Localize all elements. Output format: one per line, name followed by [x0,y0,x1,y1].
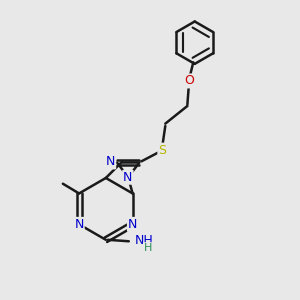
Text: N: N [123,171,133,184]
Text: NH: NH [135,234,153,247]
Text: N: N [106,155,115,168]
Text: S: S [158,144,166,157]
Text: N: N [128,218,137,231]
Text: O: O [184,74,194,88]
Text: N: N [74,218,84,231]
Text: H: H [143,243,152,253]
